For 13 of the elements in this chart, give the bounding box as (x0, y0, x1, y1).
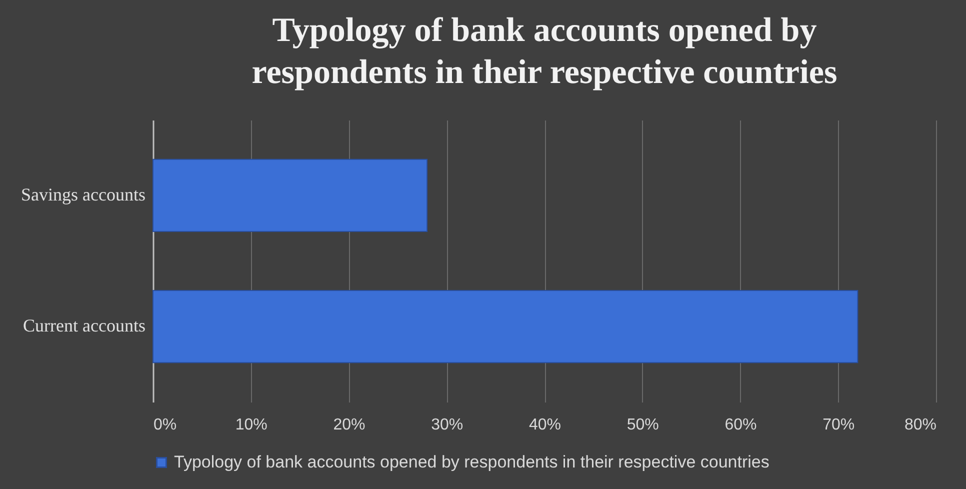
legend-label: Typology of bank accounts opened by respondents in their respective countries (174, 452, 770, 472)
y-tick-label: Savings accounts (21, 184, 146, 204)
x-tick-label: 20% (333, 416, 366, 434)
x-tick-label: 70% (822, 416, 855, 434)
x-tick-label: 0% (154, 416, 177, 434)
x-tick-label: 50% (626, 416, 659, 434)
x-tick-label: 30% (431, 416, 464, 434)
x-tick-label: 80% (904, 416, 936, 434)
x-tick-label: 40% (528, 416, 562, 434)
y-tick-label: Current accounts (23, 316, 146, 336)
chart-title: Typology of bank accounts opened by respondents in their respective countries (252, 12, 838, 91)
x-tick-label: 10% (235, 416, 268, 434)
x-tick-label: 60% (724, 416, 757, 434)
